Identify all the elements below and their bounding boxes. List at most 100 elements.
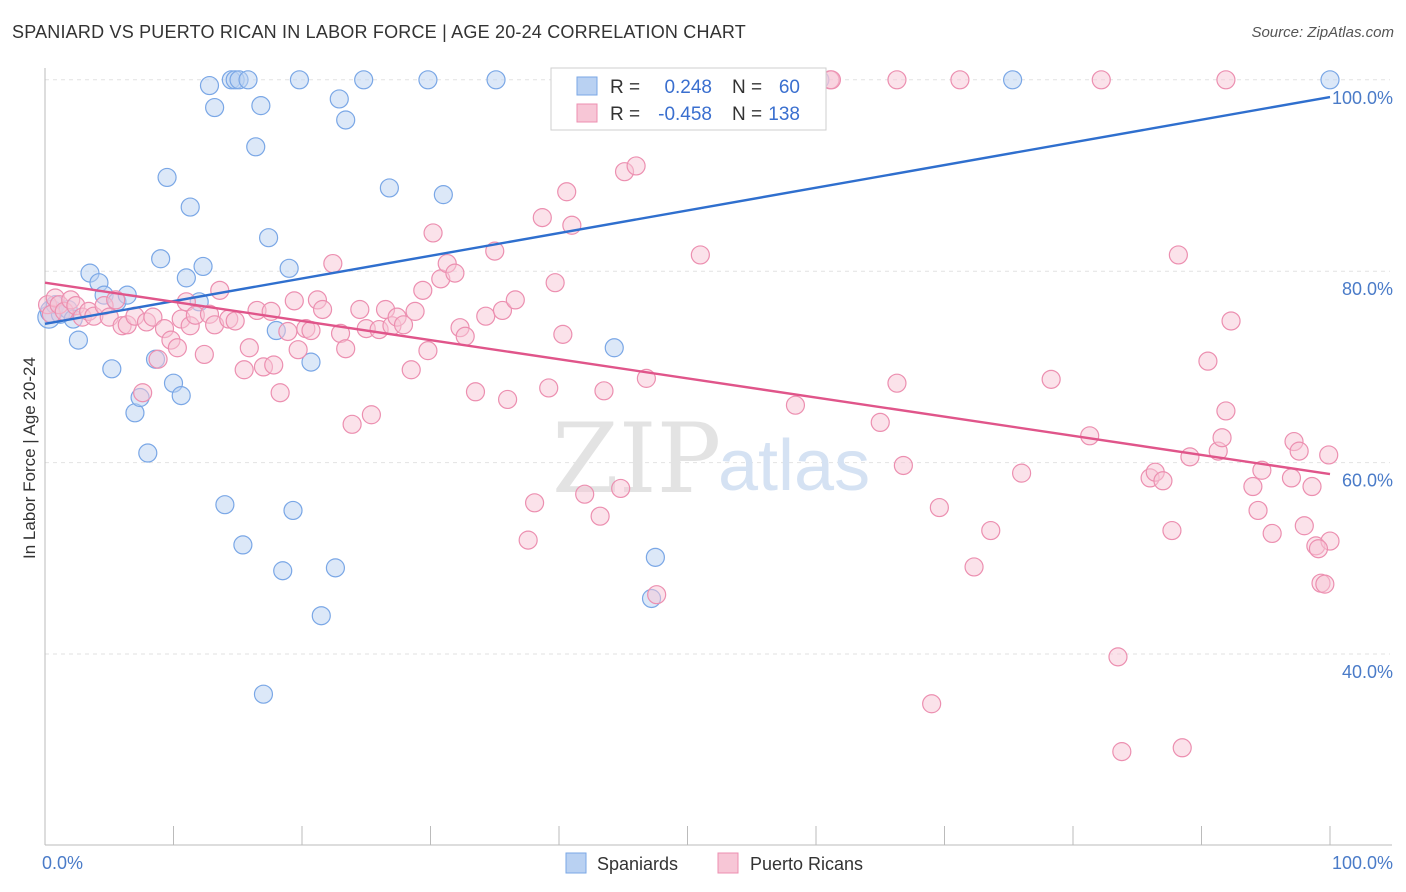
legend-n-label-1: N =	[732, 104, 762, 125]
spaniards-point-18	[157, 167, 177, 188]
puerto-ricans-point-46	[312, 299, 333, 320]
legend-n-value-1: 138	[768, 104, 800, 125]
puerto-ricans-point-71	[485, 241, 505, 261]
puerto-ricans-point-115	[1212, 428, 1232, 448]
puerto-ricans-point-77	[532, 208, 552, 228]
puerto-ricans-point-102	[1041, 369, 1061, 389]
puerto-ricans-point-68	[455, 326, 475, 346]
puerto-ricans-point-137	[887, 70, 907, 90]
chart-title: SPANIARD VS PUERTO RICAN IN LABOR FORCE …	[12, 22, 746, 42]
puerto-ricans-point-101	[1011, 463, 1032, 483]
puerto-ricans-points	[37, 70, 1340, 762]
legend-n-label-0: N =	[732, 77, 762, 98]
spaniards-point-34	[251, 96, 271, 116]
spaniards-point-40	[289, 70, 310, 90]
spaniards-point-33	[246, 137, 266, 157]
bottom-legend-label-puerto-ricans: Puerto Ricans	[750, 854, 863, 874]
legend-r-value-1: -0.458	[658, 104, 712, 125]
puerto-ricans-point-126	[1302, 476, 1322, 497]
puerto-ricans-point-62	[418, 341, 438, 361]
y-tick-label-1: 60.0%	[1342, 471, 1393, 491]
puerto-ricans-point-130	[1319, 445, 1339, 465]
puerto-ricans-point-66	[445, 263, 465, 283]
puerto-ricans-point-79	[545, 273, 565, 293]
spaniards-point-25	[199, 75, 220, 96]
grid-lines	[45, 79, 1390, 655]
puerto-ricans-point-105	[1112, 742, 1132, 762]
puerto-ricans-point-22	[167, 338, 187, 358]
spaniards-point-35	[258, 228, 279, 248]
puerto-ricans-point-53	[361, 405, 381, 425]
puerto-ricans-point-98	[929, 497, 949, 518]
spaniards-point-20	[171, 386, 191, 406]
spaniards-point-32	[238, 70, 258, 90]
puerto-ricans-point-51	[350, 299, 370, 320]
spaniards-point-10	[102, 359, 122, 379]
puerto-ricans-point-118	[1243, 476, 1263, 497]
spaniards-point-50	[433, 185, 453, 205]
puerto-ricans-trend-line	[44, 281, 1331, 476]
puerto-ricans-point-70	[476, 306, 496, 326]
puerto-ricans-point-38	[264, 355, 284, 375]
puerto-ricans-point-72	[492, 300, 513, 321]
spaniards-point-45	[336, 110, 356, 130]
y-axis-title: In Labor Force | Age 20-24	[20, 357, 39, 559]
puerto-ricans-point-104	[1108, 647, 1128, 667]
puerto-ricans-point-136	[1216, 70, 1236, 90]
spaniards-point-22	[180, 197, 200, 217]
puerto-ricans-point-59	[401, 360, 421, 380]
puerto-ricans-point-76	[524, 493, 545, 513]
spaniards-point-48	[379, 178, 399, 198]
puerto-ricans-point-90	[647, 585, 667, 605]
puerto-ricans-point-97	[922, 694, 942, 714]
spaniards-point-47	[354, 70, 374, 90]
y-tick-labels: 40.0% 60.0% 80.0% 100.0%	[1332, 88, 1393, 682]
spaniards-point-52	[604, 338, 624, 358]
puerto-ricans-point-78	[539, 378, 559, 398]
x-tick-labels: 0.0% 100.0%	[42, 853, 1393, 873]
puerto-ricans-point-49	[336, 339, 356, 359]
y-tick-label-3: 100.0%	[1332, 88, 1393, 108]
axes	[44, 68, 1392, 846]
puerto-ricans-point-12	[106, 290, 126, 310]
puerto-ricans-point-96	[893, 455, 913, 476]
legend-r-value-0: 0.248	[664, 77, 712, 98]
bottom-legend-swatch-spaniards	[565, 852, 587, 874]
spaniards-point-6	[68, 330, 89, 350]
puerto-ricans-point-81	[557, 182, 577, 202]
puerto-ricans-point-19	[148, 349, 168, 369]
puerto-ricans-point-110	[1168, 245, 1188, 265]
spaniards-point-49	[418, 70, 438, 90]
legend-n-value-0: 60	[779, 77, 800, 98]
puerto-ricans-point-84	[590, 506, 610, 526]
puerto-ricans-point-122	[1281, 468, 1302, 488]
puerto-ricans-point-74	[505, 290, 525, 310]
x-tick-label-1: 100.0%	[1332, 853, 1393, 873]
puerto-ricans-point-73	[498, 389, 518, 410]
spaniards-point-42	[311, 606, 331, 626]
spaniards-point-46	[253, 684, 274, 704]
puerto-ricans-point-41	[284, 291, 304, 311]
spaniards-points	[37, 70, 1340, 704]
puerto-ricans-point-92	[785, 395, 806, 415]
puerto-ricans-point-50	[342, 414, 362, 434]
spaniards-point-24	[193, 256, 213, 277]
watermark: ZIP atlas	[552, 403, 870, 515]
puerto-ricans-point-18	[143, 307, 163, 327]
puerto-ricans-point-111	[1172, 738, 1192, 758]
puerto-ricans-point-109	[1162, 520, 1182, 541]
puerto-ricans-point-119	[1248, 500, 1268, 521]
puerto-ricans-point-85	[594, 381, 614, 401]
trend-lines	[44, 95, 1331, 476]
puerto-ricans-point-99	[964, 557, 984, 577]
puerto-ricans-point-75	[518, 530, 538, 550]
y-tick-label-2: 80.0%	[1342, 279, 1393, 299]
puerto-ricans-point-116	[1216, 401, 1236, 421]
puerto-ricans-point-121	[1262, 523, 1282, 544]
puerto-ricans-point-134	[950, 70, 970, 90]
puerto-ricans-point-80	[553, 324, 573, 344]
puerto-ricans-point-16	[133, 383, 153, 403]
puerto-ricans-point-103	[1080, 426, 1100, 446]
bottom-legend-swatch-puerto-ricans	[717, 852, 739, 874]
